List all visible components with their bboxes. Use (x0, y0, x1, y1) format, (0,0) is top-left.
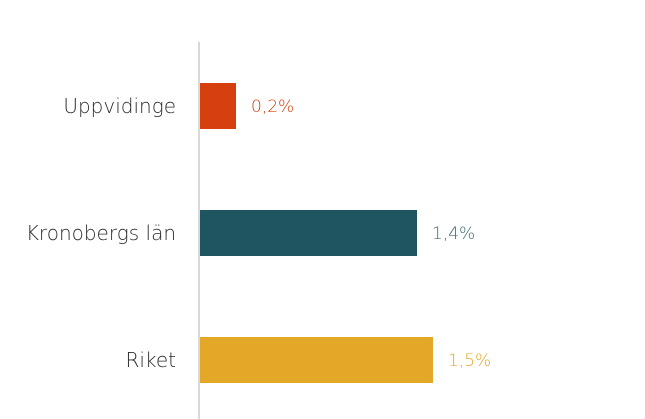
bar (200, 83, 236, 129)
category-label: Kronobergs län (26, 221, 176, 245)
bar (200, 210, 417, 256)
data-label: 1,5% (448, 351, 491, 371)
data-label: 0,2% (251, 97, 294, 117)
chart-marks: Uppvidinge 0,2% Kronobergs län 1,4% Riket 1,5… (26, 83, 491, 383)
category-label: Riket (126, 348, 176, 372)
data-label: 1,4% (432, 224, 475, 244)
category-label: Uppvidinge (63, 94, 176, 118)
bar (200, 337, 433, 383)
